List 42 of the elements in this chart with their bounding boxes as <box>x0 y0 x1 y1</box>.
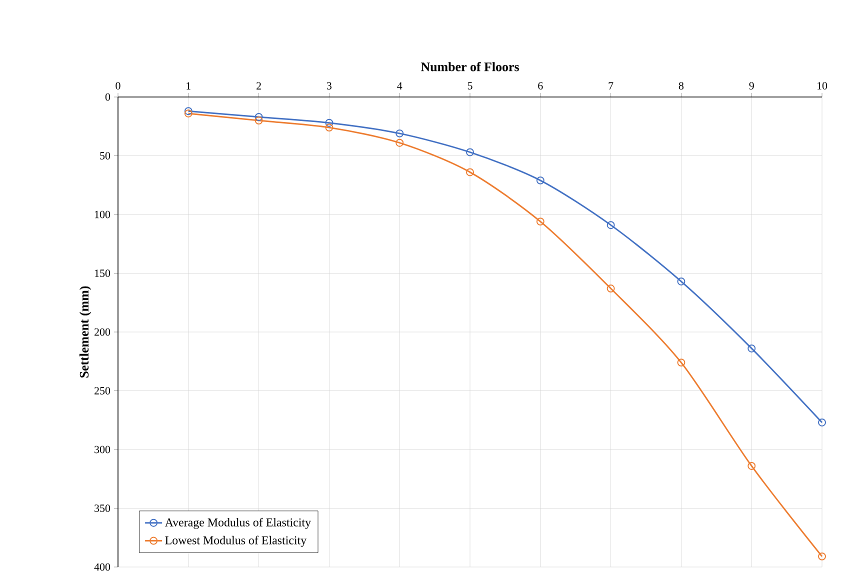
point <box>606 284 615 293</box>
x-tick-label: 4 <box>397 82 402 90</box>
y-axis-title: Settlement (mm) <box>79 286 92 378</box>
y-tick-label: 350 <box>94 504 110 512</box>
point <box>254 112 263 121</box>
x-tick-label: 10 <box>818 82 828 90</box>
x-tick-label: 3 <box>326 82 332 90</box>
legend-label: Average Modulus of Elasticity <box>164 518 311 529</box>
point <box>748 344 756 352</box>
x-tick-label: 1 <box>186 82 190 90</box>
point <box>325 118 334 127</box>
y-tick-label: 100 <box>95 210 110 218</box>
point <box>536 218 544 226</box>
x-tick-label: 2 <box>256 82 261 90</box>
x-tick-label: 7 <box>608 82 614 90</box>
point <box>818 418 826 426</box>
y-tick-label: 250 <box>94 387 110 394</box>
x-tick-label: 6 <box>538 82 543 90</box>
point <box>677 277 686 286</box>
y-tick-label: 300 <box>94 446 110 454</box>
y-tick-label: 200 <box>94 328 110 336</box>
legend-label: Lowest Modulus of Elasticity <box>165 536 307 547</box>
point <box>606 221 615 230</box>
y-tick-label: 50 <box>100 152 110 160</box>
point <box>396 129 404 138</box>
y-tick-label: 0 <box>105 93 110 101</box>
point <box>254 116 263 124</box>
point <box>748 462 756 470</box>
point <box>466 148 474 156</box>
x-tick-label: 0 <box>116 82 120 90</box>
point <box>677 358 686 367</box>
x-tick-label: 8 <box>678 82 684 90</box>
point <box>325 124 334 132</box>
x-tick-label: 5 <box>468 82 472 90</box>
y-tick-label: 400 <box>94 563 110 571</box>
point <box>396 138 404 147</box>
point <box>818 552 826 560</box>
x-axis-title: Number of Floors <box>420 62 519 72</box>
point <box>466 168 474 176</box>
y-tick-label: 150 <box>95 270 110 277</box>
x-tick-label: 9 <box>749 82 754 90</box>
point <box>536 176 544 184</box>
